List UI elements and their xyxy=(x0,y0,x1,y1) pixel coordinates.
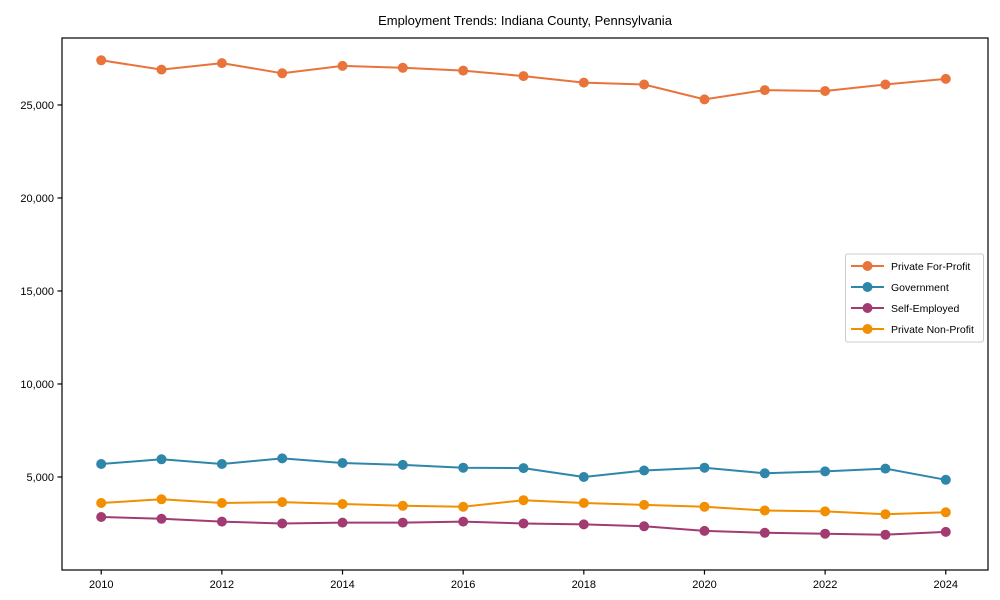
legend-label: Government xyxy=(891,282,949,294)
data-point-government xyxy=(277,453,288,464)
y-tick-label: 5,000 xyxy=(26,472,54,484)
data-point-private-for-profit xyxy=(578,77,589,88)
data-point-private-non-profit xyxy=(216,498,227,508)
data-point-private-non-profit xyxy=(518,495,529,506)
data-point-private-non-profit xyxy=(639,499,650,510)
data-point-self-employed xyxy=(216,516,227,527)
legend-label: Private For-Profit xyxy=(891,261,970,273)
data-point-government xyxy=(156,454,167,465)
data-point-private-for-profit xyxy=(940,73,951,84)
data-point-private-non-profit xyxy=(337,499,348,509)
data-point-private-for-profit xyxy=(156,64,167,75)
data-point-private-non-profit xyxy=(699,501,710,512)
legend-item-government: Government xyxy=(851,282,949,294)
data-point-self-employed xyxy=(940,526,951,537)
data-point-self-employed xyxy=(759,527,770,538)
data-point-self-employed xyxy=(397,517,408,528)
data-point-private-for-profit xyxy=(699,94,710,105)
data-point-private-for-profit xyxy=(397,62,408,73)
data-point-government xyxy=(96,459,107,469)
data-point-private-for-profit xyxy=(96,55,107,66)
series-private-non-profit xyxy=(96,494,951,520)
data-point-self-employed xyxy=(277,518,288,529)
data-point-private-non-profit xyxy=(458,501,469,512)
data-point-self-employed xyxy=(518,518,529,529)
data-point-government xyxy=(216,459,227,469)
axes-layer: 2010 2012 2014 2016 2018 2020 2022 2024 5,000 10,… xyxy=(20,37,989,591)
y-tick-label: 25,000 xyxy=(20,100,54,112)
legend-label: Self-Employed xyxy=(891,303,959,315)
data-point-government xyxy=(940,474,951,485)
x-tick-label: 2012 xyxy=(210,579,234,591)
data-point-private-non-profit xyxy=(759,505,770,516)
series-self-employed xyxy=(96,512,951,540)
data-point-private-non-profit xyxy=(578,498,589,508)
data-point-government xyxy=(458,462,469,473)
chart-title: Employment Trends: Indiana County, Penns… xyxy=(378,13,673,28)
data-point-private-non-profit xyxy=(880,509,891,520)
x-tick-label: 2024 xyxy=(934,579,958,591)
data-point-government xyxy=(518,463,529,474)
y-tick-label: 20,000 xyxy=(20,193,54,205)
data-point-private-for-profit xyxy=(759,85,770,96)
data-point-self-employed xyxy=(820,528,831,539)
data-point-private-non-profit xyxy=(820,506,831,517)
data-point-government xyxy=(759,468,770,479)
data-point-private-non-profit xyxy=(397,500,408,511)
plot-border xyxy=(61,37,989,571)
data-point-private-non-profit xyxy=(156,494,167,505)
y-tick-label: 15,000 xyxy=(20,286,54,298)
data-point-self-employed xyxy=(337,517,348,528)
data-point-private-for-profit xyxy=(820,86,831,96)
data-point-private-for-profit xyxy=(216,58,227,69)
legend-item-private-non-profit: Private Non-Profit xyxy=(851,324,974,336)
data-point-private-for-profit xyxy=(518,71,529,82)
legend-marker-icon xyxy=(862,261,873,271)
series-layer xyxy=(96,55,951,540)
data-point-government xyxy=(337,458,348,468)
x-tick-label: 2014 xyxy=(330,579,354,591)
data-point-self-employed xyxy=(156,513,167,524)
x-tick-label: 2020 xyxy=(692,579,716,591)
legend-marker-icon xyxy=(862,324,873,334)
legend-box xyxy=(845,253,984,343)
data-point-government xyxy=(578,472,589,482)
data-point-self-employed xyxy=(578,519,589,530)
data-point-self-employed xyxy=(880,529,891,540)
data-point-private-for-profit xyxy=(277,68,288,79)
legend-item-private-for-profit: Private For-Profit xyxy=(851,261,970,273)
data-point-private-non-profit xyxy=(96,498,107,508)
data-point-private-for-profit xyxy=(337,60,348,71)
legend-marker-icon xyxy=(862,282,873,292)
data-point-private-non-profit xyxy=(940,507,951,518)
x-tick-label: 2016 xyxy=(451,579,475,591)
data-point-government xyxy=(397,459,408,470)
legend-marker-icon xyxy=(862,303,873,313)
legend-label: Private Non-Profit xyxy=(891,324,974,336)
data-point-private-for-profit xyxy=(880,79,891,90)
data-point-self-employed xyxy=(96,512,107,522)
data-point-self-employed xyxy=(639,521,650,532)
x-tick-label: 2010 xyxy=(89,579,113,591)
data-point-government xyxy=(820,466,831,477)
series-private-for-profit xyxy=(96,55,951,105)
data-point-private-for-profit xyxy=(639,79,650,90)
y-tick-label: 10,000 xyxy=(20,379,54,391)
legend-item-self-employed: Self-Employed xyxy=(851,303,959,315)
data-point-self-employed xyxy=(699,525,710,536)
data-point-private-for-profit xyxy=(458,65,469,76)
x-tick-label: 2018 xyxy=(572,579,596,591)
legend: Private For-Profit Government Self-Employe… xyxy=(845,253,984,343)
data-point-government xyxy=(699,462,710,473)
data-point-self-employed xyxy=(458,516,469,527)
x-tick-label: 2022 xyxy=(813,579,837,591)
data-point-government xyxy=(639,465,650,476)
series-government xyxy=(96,453,951,485)
data-point-government xyxy=(880,463,891,474)
data-point-private-non-profit xyxy=(277,497,288,508)
